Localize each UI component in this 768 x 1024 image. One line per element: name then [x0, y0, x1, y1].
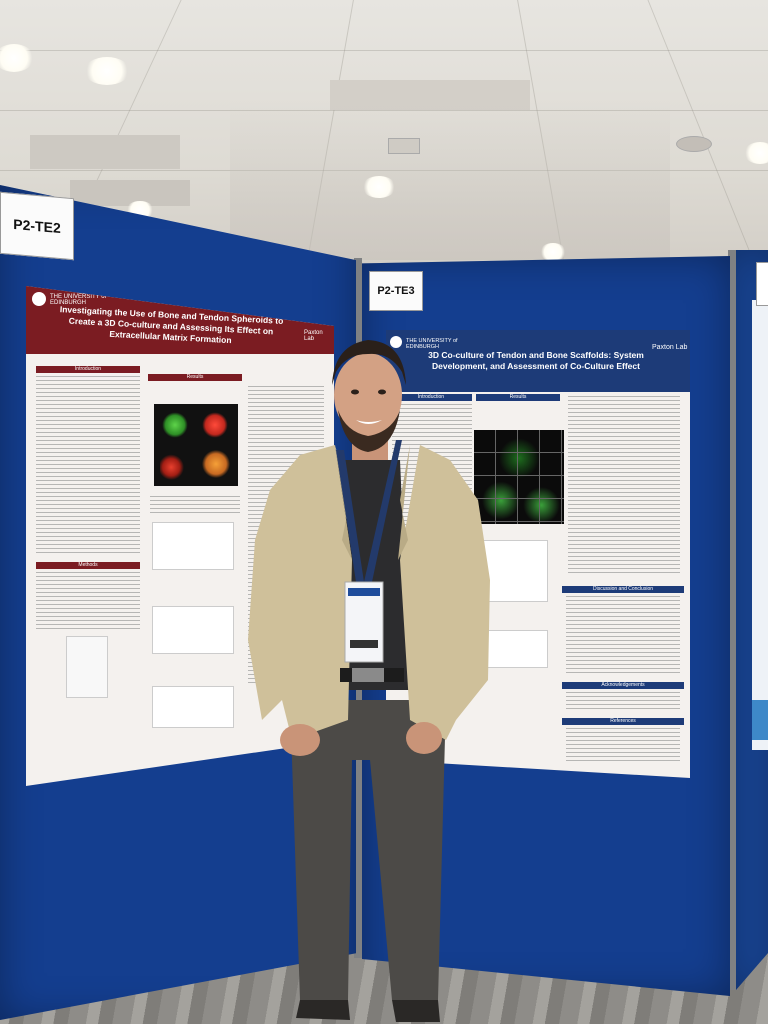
poster-right-section-acknowledgements: Acknowledgements: [562, 682, 684, 689]
poster-left-institution: THE UNIVERSITY of EDINBURGH: [50, 294, 107, 306]
poster-right-institution: THE UNIVERSITY of EDINBURGH: [406, 338, 458, 350]
poster-left-section-results: Results: [148, 374, 242, 381]
poster-right-header: [386, 330, 690, 392]
board-label-middle: P2-TE3: [369, 271, 423, 311]
bar-chart-thumbnail: [152, 686, 234, 728]
board-pole: [728, 250, 738, 990]
bar-chart-thumbnail: [152, 522, 234, 570]
university-crest-icon: [32, 292, 46, 306]
poster-right-edge: [752, 300, 768, 750]
poster-left-lab-logo: Paxton Lab: [304, 330, 323, 342]
board-label-right: [756, 262, 768, 306]
bar-chart-thumbnail: [486, 630, 548, 668]
poster-right-lab-logo: Paxton Lab: [652, 344, 688, 351]
poster-right-section-discussion: Discussion and Conclusion: [562, 586, 684, 593]
methods-diagram: [66, 636, 108, 698]
poster-left-section-introduction: Introduction: [36, 366, 140, 373]
poster-left-section-methods: Methods: [36, 562, 140, 569]
bar-chart-thumbnail: [152, 606, 234, 654]
university-crest-icon: [390, 336, 402, 348]
poster-right-section-references: References: [562, 718, 684, 725]
bar-chart-thumbnail: [480, 540, 548, 602]
microscopy-panel: [154, 404, 238, 486]
poster-right-section-results: Results: [476, 394, 560, 401]
fluorescence-grid: [474, 430, 564, 524]
poster-right-title: 3D Co-culture of Tendon and Bone Scaffol…: [428, 350, 644, 371]
poster-right-section-introduction: Introduction: [390, 394, 472, 401]
